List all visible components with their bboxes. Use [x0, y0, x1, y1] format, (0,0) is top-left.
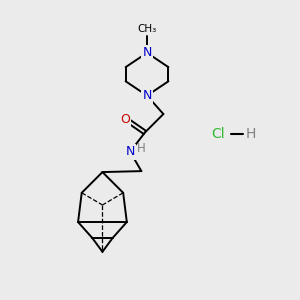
Text: N: N	[125, 145, 135, 158]
Text: H: H	[137, 142, 146, 155]
Text: CH₃: CH₃	[137, 24, 157, 34]
Text: N: N	[142, 46, 152, 59]
Text: H: H	[245, 127, 256, 141]
Text: N: N	[142, 89, 152, 102]
Text: Cl: Cl	[212, 127, 225, 141]
Text: O: O	[120, 113, 130, 126]
